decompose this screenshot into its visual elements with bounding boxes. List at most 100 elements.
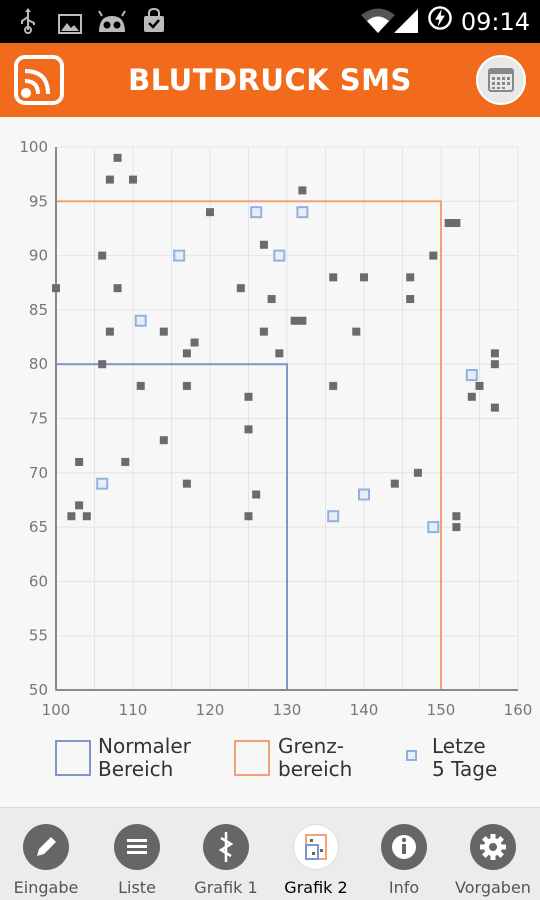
- data-point: [290, 316, 299, 325]
- data-point: [452, 512, 461, 521]
- data-point: [75, 501, 84, 510]
- data-point: [82, 512, 91, 521]
- app-logo-icon: [14, 55, 64, 105]
- data-point: [413, 468, 422, 477]
- data-point: [244, 392, 253, 401]
- recent-data-point: [273, 249, 286, 262]
- recent-data-point: [327, 510, 340, 523]
- scatter-chart: 100 95 90 85 80 75 70 65 60 55 50 100 110 120 130 140 15…: [19, 138, 533, 719]
- usb-icon: [21, 8, 35, 34]
- legend-last-days-label: Letze 5 Tage: [432, 734, 498, 781]
- x-tick-label: 110: [119, 701, 148, 719]
- data-point: [98, 251, 107, 260]
- data-point: [467, 392, 476, 401]
- recent-data-point: [96, 477, 109, 490]
- clock: 09:14: [460, 8, 530, 36]
- legend-normal-label: Normaler Bereich: [98, 734, 191, 781]
- data-point: [182, 381, 191, 390]
- nav-info[interactable]: Info: [362, 808, 446, 900]
- data-point: [429, 251, 438, 260]
- android-icon: [98, 10, 126, 32]
- x-tick-label: 140: [350, 701, 379, 719]
- bottom-navigation: Eingabe Liste Grafik 1 Grafik 2 Info: [0, 807, 540, 900]
- nav-eingabe[interactable]: Eingabe: [0, 808, 92, 900]
- data-point: [121, 457, 130, 466]
- data-point: [490, 360, 499, 369]
- y-tick-label: 95: [29, 192, 48, 210]
- data-point: [275, 349, 284, 358]
- recent-data-point: [465, 369, 478, 382]
- data-point: [267, 295, 276, 304]
- recent-data-point: [173, 249, 186, 262]
- wifi-icon: [361, 8, 395, 33]
- data-point: [75, 457, 84, 466]
- data-point: [182, 349, 191, 358]
- x-tick-label: 130: [273, 701, 302, 719]
- data-point: [490, 349, 499, 358]
- data-point: [406, 273, 415, 282]
- y-tick-label: 85: [29, 301, 48, 319]
- signal-icon: [394, 9, 418, 33]
- data-point: [159, 327, 168, 336]
- data-point: [352, 327, 361, 336]
- y-tick-label: 90: [29, 247, 48, 265]
- data-point: [329, 273, 338, 282]
- nav-vorgaben[interactable]: Vorgaben: [446, 808, 540, 900]
- data-point: [244, 512, 253, 521]
- scatter-chart-icon: [293, 824, 339, 870]
- data-point: [259, 240, 268, 249]
- y-tick-label: 65: [29, 518, 48, 536]
- gear-icon: [470, 824, 516, 870]
- recent-data-point: [427, 521, 440, 534]
- data-point: [52, 284, 60, 293]
- x-tick-label: 100: [42, 701, 71, 719]
- legend-normal-swatch: [55, 740, 91, 776]
- legend-last-days-swatch: [406, 750, 417, 761]
- data-point: [67, 512, 76, 521]
- y-tick-label: 80: [29, 355, 48, 373]
- data-point: [190, 338, 199, 347]
- data-point: [182, 479, 191, 488]
- data-point: [206, 208, 214, 217]
- legend-border-swatch: [234, 740, 270, 776]
- data-point: [105, 327, 114, 336]
- data-point: [98, 360, 107, 369]
- data-point: [236, 284, 245, 293]
- data-point: [244, 425, 253, 434]
- calendar-icon: [488, 68, 514, 92]
- nav-grafik-2[interactable]: Grafik 2: [270, 808, 362, 900]
- calendar-button[interactable]: [476, 55, 526, 105]
- data-point: [136, 381, 145, 390]
- data-point: [390, 479, 399, 488]
- pencil-icon: [23, 824, 69, 870]
- data-point: [329, 381, 338, 390]
- data-point: [105, 175, 114, 184]
- battery-charging-icon: [428, 6, 452, 30]
- x-tick-label: 160: [504, 701, 533, 719]
- status-bar: 09:14: [0, 0, 540, 43]
- y-tick-label: 100: [19, 138, 48, 156]
- recent-data-point: [296, 206, 309, 219]
- y-tick-label: 50: [29, 681, 48, 699]
- data-point: [252, 490, 261, 499]
- nav-grafik-1[interactable]: Grafik 1: [182, 808, 270, 900]
- data-point: [406, 295, 415, 304]
- data-point: [298, 186, 307, 195]
- y-tick-label: 55: [29, 627, 48, 645]
- y-tick-label: 75: [29, 410, 48, 428]
- data-point: [298, 316, 307, 325]
- recent-data-point: [358, 488, 370, 501]
- data-point: [113, 153, 122, 162]
- x-tick-label: 120: [196, 701, 225, 719]
- legend-border-label: Grenz- bereich: [278, 734, 353, 781]
- info-icon: [381, 824, 427, 870]
- shopping-bag-icon: [144, 8, 164, 32]
- app-bar: BLUTDRUCK SMS: [0, 43, 540, 117]
- nav-liste[interactable]: Liste: [92, 808, 182, 900]
- list-icon: [114, 824, 160, 870]
- image-icon: [58, 14, 82, 34]
- data-point: [475, 381, 484, 390]
- data-point: [129, 175, 137, 184]
- x-tick-label: 150: [427, 701, 456, 719]
- app-title: BLUTDRUCK SMS: [128, 63, 412, 97]
